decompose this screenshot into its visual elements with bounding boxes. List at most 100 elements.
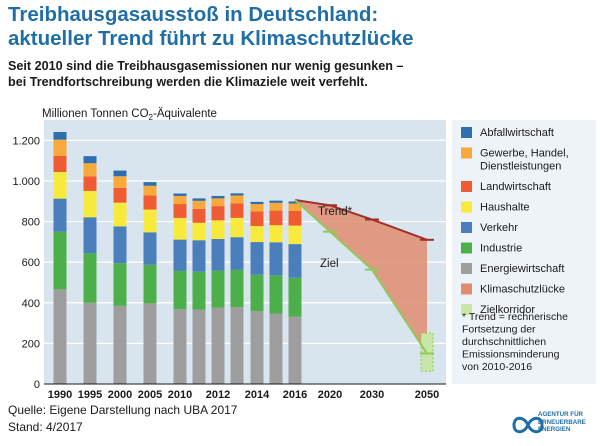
bar-2011-industrie xyxy=(192,271,206,310)
legend-swatch xyxy=(461,127,472,138)
bar-2016-energiewirtschaft xyxy=(288,316,302,384)
bar-2013-energiewirtschaft xyxy=(230,307,244,384)
bar-2011-verkehr xyxy=(192,240,206,272)
bar-2012-verkehr xyxy=(211,239,225,271)
bar-1995-landwirtschaft xyxy=(83,176,97,191)
y-tick-label: 1.200 xyxy=(12,135,40,147)
x-tick-label: 2050 xyxy=(415,389,439,401)
bar-1995-haushalte xyxy=(83,190,97,218)
legend-swatch xyxy=(461,304,472,315)
y-tick-label: 1.000 xyxy=(12,176,40,188)
bar-2000-abfallwirtschaft xyxy=(113,170,127,177)
bar-2014-abfallwirtschaft xyxy=(250,201,264,205)
y-tick-label: 200 xyxy=(22,338,40,350)
footnote-line: Fortsetzung der xyxy=(462,324,536,336)
bar-2005-industrie xyxy=(143,264,157,304)
bar-2013-abfallwirtschaft xyxy=(230,193,244,196)
legend-swatch xyxy=(461,283,472,295)
bar-2013-gewerbe-handel-dienstleistungen xyxy=(230,195,244,204)
legend-swatch xyxy=(461,181,472,192)
target-line xyxy=(294,199,428,355)
bar-2000-verkehr xyxy=(113,226,127,264)
legend-label: Haushalte xyxy=(480,202,530,214)
bar-2015-industrie xyxy=(269,275,283,314)
bar-2005-abfallwirtschaft xyxy=(143,182,157,186)
legend-label-line2: Dienstleistungen xyxy=(480,161,561,173)
x-tick-label: 2005 xyxy=(138,389,162,401)
logo-line-2: ERNEUERBARE xyxy=(538,418,586,426)
bar-2005-energiewirtschaft xyxy=(143,303,157,384)
y-tick-label: 0 xyxy=(34,379,40,391)
legend-label: Verkehr xyxy=(480,222,518,234)
legend-label: Industrie xyxy=(480,243,522,255)
x-tick-label: 2016 xyxy=(283,389,307,401)
x-tick-label: 2030 xyxy=(360,389,384,401)
bar-2011-haushalte xyxy=(192,222,206,241)
legend-label: Gewerbe, Handel, xyxy=(480,148,569,160)
bar-2012-abfallwirtschaft xyxy=(211,195,225,199)
bar-2012-haushalte xyxy=(211,220,225,240)
bar-2015-landwirtschaft xyxy=(269,210,283,226)
bar-2000-industrie xyxy=(113,263,127,306)
x-tick-label: 1990 xyxy=(48,389,72,401)
bar-1995-industrie xyxy=(83,253,97,303)
bar-2013-verkehr xyxy=(230,237,244,270)
y-tick-label: 800 xyxy=(22,217,40,229)
footnote-line: Emissionsminderung xyxy=(462,349,560,361)
y-tick-label: 600 xyxy=(22,257,40,269)
bar-1990-landwirtschaft xyxy=(53,155,67,172)
bar-2005-haushalte xyxy=(143,209,157,233)
y-axis-label: Millionen Tonnen CO2-Äquivalente xyxy=(42,108,217,122)
bar-2012-landwirtschaft xyxy=(211,206,225,221)
bar-2016-verkehr xyxy=(288,244,302,278)
target-label: Ziel xyxy=(320,258,339,270)
bar-2015-verkehr xyxy=(269,242,283,276)
bar-2010-industrie xyxy=(173,270,187,310)
logo-line-3: ENERGIEN xyxy=(538,426,571,434)
bar-2016-gewerbe-handel-dienstleistungen xyxy=(288,203,302,211)
bar-2015-abfallwirtschaft xyxy=(269,200,283,203)
bar-2014-gewerbe-handel-dienstleistungen xyxy=(250,204,264,212)
bar-2011-landwirtschaft xyxy=(192,208,206,223)
bar-2012-gewerbe-handel-dienstleistungen xyxy=(211,198,225,207)
logo-text: AGENTUR FÜR ERNEUERBARE ENERGIEN xyxy=(538,411,586,434)
footnote-line: * Trend = rechnerische xyxy=(462,311,568,323)
bar-2010-abfallwirtschaft xyxy=(173,193,187,196)
logo-line-1: AGENTUR FÜR xyxy=(538,411,584,418)
legend-label: Energiewirtschaft xyxy=(480,263,564,275)
aee-logo-icon xyxy=(512,416,544,434)
x-tick-label: 2000 xyxy=(108,389,132,401)
bar-2015-haushalte xyxy=(269,225,283,243)
legend-label: Landwirtschaft xyxy=(480,181,551,193)
bar-2011-gewerbe-handel-dienstleistungen xyxy=(192,200,206,209)
bar-2011-energiewirtschaft xyxy=(192,309,206,384)
bar-1990-haushalte xyxy=(53,171,67,199)
bar-2016-landwirtschaft xyxy=(288,210,302,226)
bar-2011-abfallwirtschaft xyxy=(192,198,206,201)
source-text: Quelle: Eigene Darstellung nach UBA 2017 xyxy=(8,403,238,417)
legend-label: Abfallwirtschaft xyxy=(480,127,554,139)
y-tick-label: 400 xyxy=(22,298,40,310)
y-axis-label-suffix: -Äquivalente xyxy=(153,108,217,120)
bar-1995-verkehr xyxy=(83,217,97,254)
y-axis-label-sub: 2 xyxy=(149,113,154,122)
bar-2013-landwirtschaft xyxy=(230,203,244,218)
legend-label: Klimaschutzlücke xyxy=(480,284,565,296)
bar-2013-industrie xyxy=(230,269,244,308)
bar-1990-energiewirtschaft xyxy=(53,289,67,384)
chart-title: Treibhausgasausstoß in Deutschland: aktu… xyxy=(8,3,598,51)
x-tick-label: 2012 xyxy=(206,389,230,401)
bar-2015-energiewirtschaft xyxy=(269,313,283,384)
subtitle-line-2: bei Trendfortschreibung werden die Klima… xyxy=(8,75,368,89)
bar-2012-industrie xyxy=(211,270,225,308)
x-tick-label: 2014 xyxy=(245,389,270,401)
bar-2014-energiewirtschaft xyxy=(250,311,264,384)
bar-1990-gewerbe-handel-dienstleistungen xyxy=(53,139,67,156)
trend-line xyxy=(294,199,428,241)
bar-1990-verkehr xyxy=(53,198,67,232)
bar-2010-energiewirtschaft xyxy=(173,309,187,384)
bar-2005-gewerbe-handel-dienstleistungen xyxy=(143,185,157,196)
bar-2005-verkehr xyxy=(143,232,157,265)
bar-2014-haushalte xyxy=(250,226,264,243)
